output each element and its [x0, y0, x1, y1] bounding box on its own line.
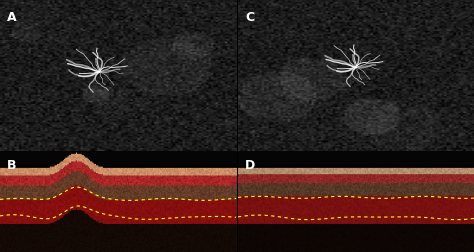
Text: C: C — [245, 11, 254, 23]
Text: D: D — [245, 158, 255, 171]
Text: B: B — [7, 158, 17, 171]
Text: A: A — [7, 11, 17, 23]
